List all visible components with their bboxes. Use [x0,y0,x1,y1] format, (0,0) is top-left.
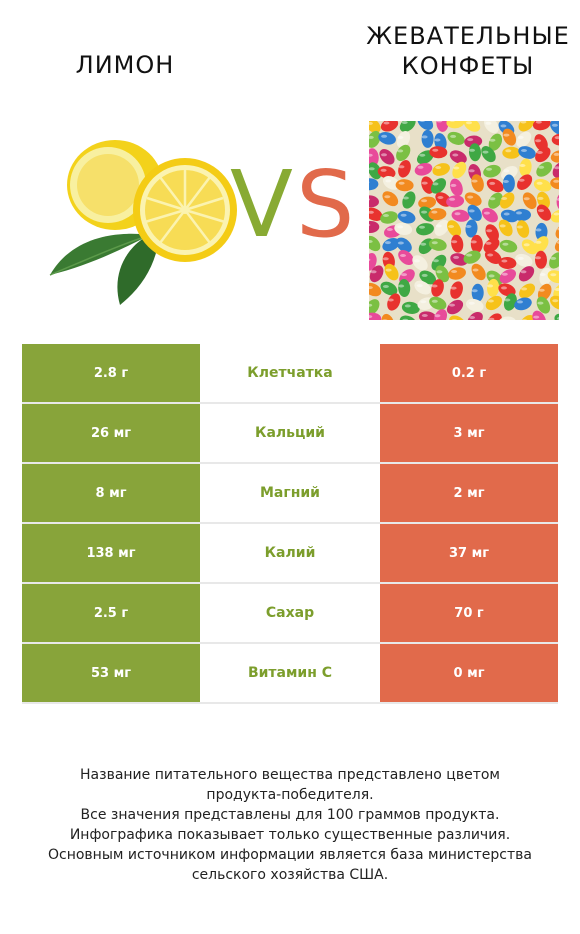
comparison-table: 2.8 г Клетчатка 0.2 г 26 мг Кальций 3 мг… [22,344,558,704]
row-divider [22,402,558,404]
left-value: 26 мг [22,404,200,462]
versus-label: V S [230,150,360,260]
nutrient-name: Клетчатка [247,365,333,381]
footer-line: сельского хозяйства США. [191,867,389,883]
nutrient-name: Кальций [255,425,325,441]
right-value: 70 г [380,584,558,642]
table-row: 8 мг Магний 2 мг [22,464,558,524]
nutrient-name: Калий [264,545,316,561]
table-row: 26 мг Кальций 3 мг [22,404,558,464]
nutrient-name: Магний [260,485,320,501]
versus-v: V [230,151,293,258]
right-value: 0.2 г [380,344,558,402]
footer-line: Название питательного вещества представл… [80,767,500,783]
right-value: 2 мг [380,464,558,522]
table-row: 138 мг Калий 37 мг [22,524,558,584]
left-value: 2.5 г [22,584,200,642]
left-product-title: ЛИМОН [75,51,175,79]
right-value: 0 мг [380,644,558,702]
right-value: 37 мг [380,524,558,582]
row-divider [22,702,558,704]
footer-notes: Название питательного вещества представл… [20,765,560,885]
row-divider [22,522,558,524]
left-value: 8 мг [22,464,200,522]
lemon-image [49,140,237,305]
footer-line: продукта-победителя. [206,787,374,803]
left-value: 53 мг [22,644,200,702]
left-value: 2.8 г [22,344,200,402]
row-divider [22,642,558,644]
right-title-line2: КОНФЕТЫ [401,52,535,80]
versus-s: S [296,151,355,258]
table-row: 53 мг Витамин C 0 мг [22,644,558,704]
row-divider [22,582,558,584]
table-row: 2.5 г Сахар 70 г [22,584,558,644]
row-divider [22,462,558,464]
nutrient-name: Витамин C [247,665,333,681]
table-row: 2.8 г Клетчатка 0.2 г [22,344,558,404]
footer-line: Основным источником информации является … [48,847,532,863]
footer-line: Инфографика показывает только существенн… [69,827,511,843]
left-value: 138 мг [22,524,200,582]
nutrient-name: Сахар [265,605,315,621]
right-title-line1: ЖЕВАТЕЛЬНЫЕ [366,22,570,50]
jelly-beans-image [369,121,559,320]
right-product-title: ЖЕВАТЕЛЬНЫЕ КОНФЕТЫ [356,21,580,81]
right-value: 3 мг [380,404,558,462]
footer-line: Все значения представлены для 100 граммо… [80,807,500,823]
